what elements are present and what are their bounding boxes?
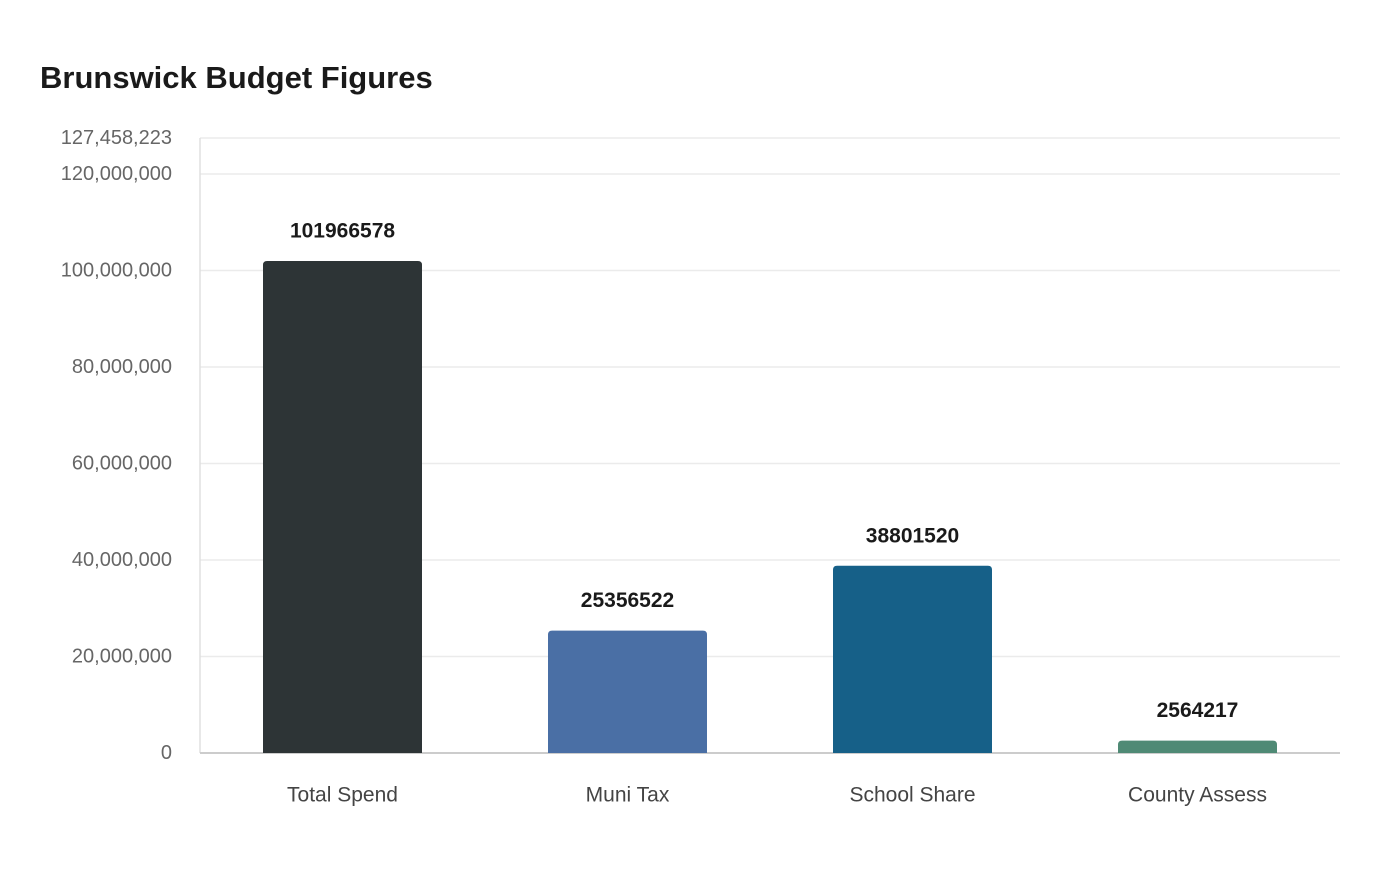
value-label: 2564217 xyxy=(1157,699,1239,722)
value-label: 25356522 xyxy=(581,589,674,612)
y-tick-label: 40,000,000 xyxy=(72,549,172,571)
y-tick-label: 80,000,000 xyxy=(72,356,172,378)
bar-county-assess[interactable] xyxy=(1118,740,1277,753)
value-label: 101966578 xyxy=(290,220,395,243)
value-label: 38801520 xyxy=(866,524,959,547)
x-tick-label: County Assess xyxy=(1128,784,1267,807)
y-tick-label: 100,000,000 xyxy=(61,259,172,281)
x-tick-label: School Share xyxy=(849,784,975,807)
bar-school-share[interactable] xyxy=(833,565,992,753)
x-tick-label: Muni Tax xyxy=(586,784,670,807)
chart-title: Brunswick Budget Figures xyxy=(40,60,433,95)
bar-muni-tax[interactable] xyxy=(548,630,707,753)
y-tick-label: 20,000,000 xyxy=(72,645,172,667)
x-tick-label: Total Spend xyxy=(287,784,398,807)
y-tick-label: 60,000,000 xyxy=(72,452,172,474)
y-tick-label: 0 xyxy=(161,742,172,764)
y-tick-label: 127,458,223 xyxy=(61,127,172,149)
bars xyxy=(263,261,1277,753)
labels: 0 20,000,000 40,000,000 60,000,000 80,000,00… xyxy=(61,127,1267,807)
bar-total-spend[interactable] xyxy=(263,261,422,753)
y-tick-label: 120,000,000 xyxy=(61,163,172,185)
